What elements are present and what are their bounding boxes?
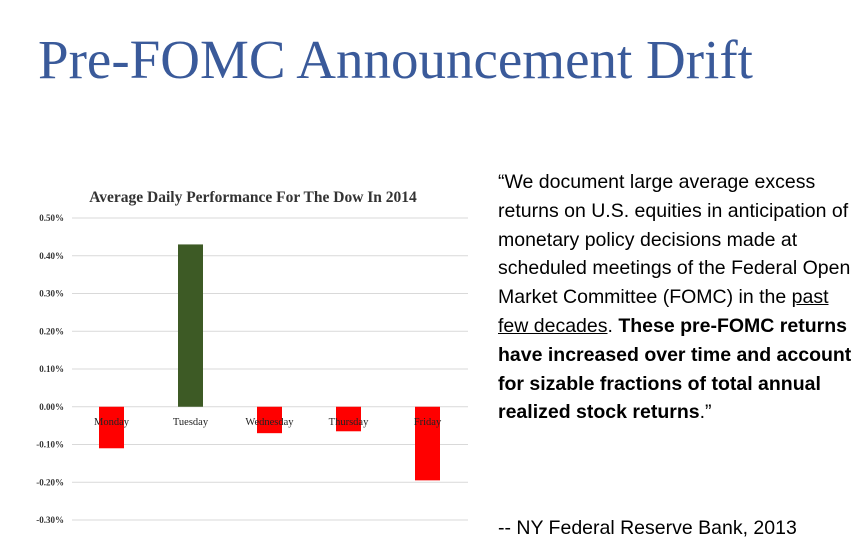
bar-tuesday (178, 244, 203, 407)
bar-thursday (336, 406, 361, 432)
quote-bold: These pre-FOMC returns have increased ov… (498, 314, 852, 424)
x-label-thursday: Thursday (329, 417, 369, 428)
chart-svg: Average Daily Performance For The Dow In… (36, 189, 468, 525)
quote-end: .” (699, 401, 712, 424)
bars (99, 244, 440, 481)
bar-wednesday (257, 406, 282, 434)
y-tick-label: 0.00% (39, 402, 64, 412)
quote-part-1: “We document large average excess return… (498, 171, 851, 309)
slide-title: Pre-FOMC Announcement Drift (38, 29, 753, 90)
quote-text: “We document large average excess return… (498, 168, 858, 427)
quote-underlined: past few decades (498, 286, 829, 337)
y-tick-label: -0.20% (36, 477, 64, 487)
bar-monday (99, 406, 124, 449)
x-label-friday: Friday (414, 417, 442, 428)
y-tick-label: 0.40% (39, 251, 64, 261)
bar-chart: Average Daily Performance For The Dow In… (0, 170, 470, 557)
y-tick-label: -0.30% (36, 515, 64, 525)
y-tick-label: 0.10% (39, 364, 64, 374)
y-tick-label: 0.30% (39, 289, 64, 299)
quote-attribution: -- NY Federal Reserve Bank, 2013 (498, 517, 797, 539)
x-label-monday: Monday (94, 417, 130, 428)
x-label-wednesday: Wednesday (245, 417, 294, 428)
y-tick-label: -0.10% (36, 440, 64, 450)
grid-lines (72, 217, 468, 521)
y-axis-ticks: 0.50% 0.40% 0.30% 0.20% 0.10% 0.00% -0.10% -0.2… (36, 213, 64, 525)
x-label-tuesday: Tuesday (173, 417, 209, 428)
bar-friday (415, 406, 440, 481)
x-axis-labels: Monday Tuesday Wednesday Thursday Friday (94, 417, 442, 428)
y-tick-label: 0.20% (39, 326, 64, 336)
y-tick-label: 0.50% (39, 213, 64, 223)
chart-title: Average Daily Performance For The Dow In… (89, 189, 417, 206)
quote-part-2: . (607, 314, 619, 337)
